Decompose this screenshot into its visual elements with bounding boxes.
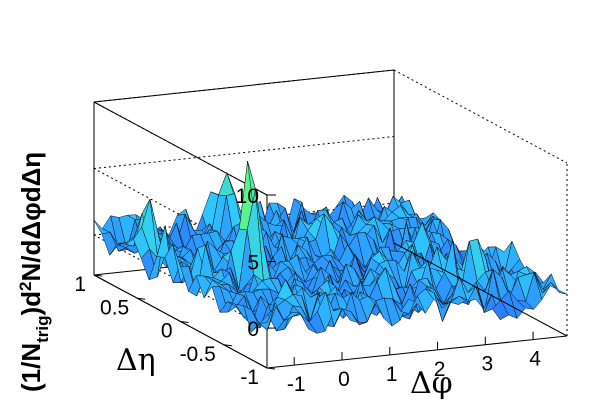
z-grid-line-1 [93,136,395,170]
x-tick-label: 2 [434,358,446,381]
y-tick-mark-3 [223,344,232,347]
x-axis-line [266,335,568,369]
z-grid-line-0 [93,69,395,103]
y-tick-label: -0.5 [180,343,216,366]
surface-mesh [93,161,568,334]
y-tick-label: 0.5 [100,296,129,319]
y-tick-mark-0 [93,274,103,277]
y-tick-mark-4 [266,367,276,370]
right-top-edge [393,69,568,164]
x-tick-label: 3 [481,353,493,376]
y-axis-title: Δη [116,343,156,378]
x-tick-label: -1 [287,373,306,396]
right-bottom-edge [393,242,568,337]
x-tick-label: 0 [338,368,350,391]
x-axis-title: Δφ [410,366,453,401]
z-tick-label: 10 [236,185,259,208]
z-tick-label: 0 [247,318,259,341]
y-tick-label: -1 [240,366,259,389]
y-tick-mark-1 [137,297,146,300]
left-top-edge [93,101,268,196]
tick-labels: -1 0 1 2 3 4 1 0.5 0 -0.5 -1 10 5 0 [74,185,541,396]
y-tick-mark-2 [180,321,189,323]
z-axis-title: (1/Ntrig)d2N/dΔφdΔη [16,152,52,392]
x-tick-label: 1 [386,363,398,386]
x-tick-label: 4 [529,348,541,371]
surface-cell [550,282,568,295]
y-tick-label: 0 [161,320,173,343]
y-tick-label: 1 [74,273,86,296]
z-tick-label: 5 [247,252,259,275]
